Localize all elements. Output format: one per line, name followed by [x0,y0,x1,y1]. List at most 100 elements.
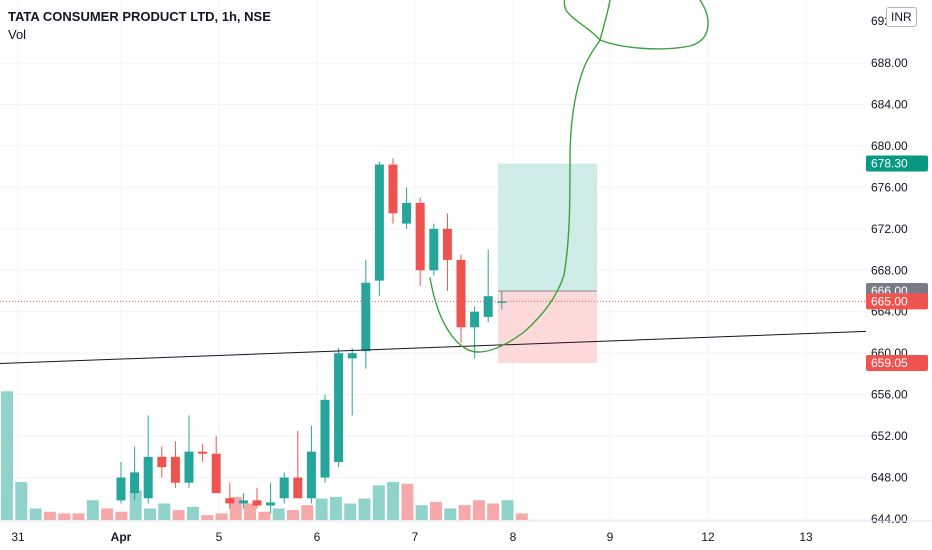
volume-bar [372,485,385,520]
price-tag-text-target: 678.30 [871,157,908,171]
price-tick-label: 672.00 [871,222,908,236]
candle-body [456,259,466,328]
candle-body [442,228,452,260]
volume-bar [430,501,442,520]
volume-bar [487,503,500,520]
volume-bar [101,508,114,520]
price-tag-target [866,155,928,172]
trend-line[interactable] [0,330,867,365]
volume-bar [186,506,199,520]
candle-body [374,164,384,281]
volume-bar [58,513,71,520]
volume-bar [72,513,85,520]
price-tick-label: 656.00 [871,388,908,402]
price-tick-label: 652.00 [871,429,908,443]
long-position-tool[interactable] [498,163,597,364]
candle-body [184,451,194,483]
volume-bars [1,391,528,520]
volume-bar [115,511,128,520]
volume-bar [301,505,314,520]
volume-legend: Vol [8,27,27,42]
volume-bar [201,515,214,520]
volume-bar [287,510,299,520]
candle-body [279,477,289,499]
volume-bar [315,498,328,520]
volume-bar [86,500,99,520]
volume-bar [172,510,185,520]
candle-body [170,456,180,483]
chart-legend: TATA CONSUMER PRODUCT LTD, 1h, NSE Vol [8,8,271,44]
volume-bar [401,483,414,520]
volume-bar [258,511,271,520]
symbol-title: TATA CONSUMER PRODUCT LTD, 1h, NSE [8,9,271,24]
volume-bar [29,508,42,520]
price-tick-label: 648.00 [871,471,908,485]
time-tick-label: 6 [314,530,321,544]
candle-body [497,301,507,303]
candle-body [320,399,330,478]
price-tick-label: 676.00 [871,180,908,194]
candle-body [116,477,126,501]
candle-body [361,282,371,352]
brush-drawing[interactable] [429,0,709,353]
price-axis-background [866,0,932,550]
volume-bar [344,503,357,520]
volume-bar [329,496,342,520]
candle-body [225,498,235,504]
time-axis-background [0,522,866,550]
volume-bar [158,503,171,520]
volume-bar [43,511,56,520]
candle-body [266,502,276,506]
price-tick-label: 688.00 [871,56,908,70]
price-tick-label: 668.00 [871,263,908,277]
volume-bar [515,513,528,520]
candle-body [198,451,208,454]
candle-body [429,228,439,271]
candle-body [306,451,316,499]
price-tag-text-last: 665.00 [871,294,908,308]
candle-body [388,164,398,214]
drawing-lines[interactable] [0,0,867,365]
time-tick-label: Apr [111,530,132,544]
volume-bar [387,482,400,520]
volume-bar [129,490,142,520]
time-tick-label: 7 [412,530,419,544]
candle-body [347,353,357,359]
time-tick-label: 13 [799,530,813,544]
volume-bar [472,500,485,520]
price-tag-text-stop: 659.05 [871,356,908,370]
candle-body [483,296,493,317]
candle-body [470,311,480,328]
time-tick-label: 9 [607,530,614,544]
price-axis[interactable]: 644.00648.00652.00656.00660.00664.00668.… [866,0,932,550]
time-tick-label: 5 [216,530,223,544]
volume-bar [144,508,156,520]
target-zone[interactable] [498,163,597,291]
currency-badge[interactable]: INR [886,7,917,27]
volume-bar [458,505,471,520]
time-tick-label: 8 [510,530,517,544]
time-tick-label: 12 [701,530,715,544]
time-tick-label: 31 [11,530,25,544]
price-tick-label: 684.00 [871,97,908,111]
volume-bar [15,482,28,520]
candle-body [130,472,140,494]
price-tick-label: 644.00 [871,512,908,526]
volume-bar [444,508,457,520]
candle-body [334,353,344,462]
volume-bar [415,505,428,520]
volume-bar [358,498,371,520]
candle-body [238,500,248,504]
price-tag-stop [866,355,928,372]
volume-bar [244,503,257,520]
candle-body [252,500,262,506]
time-axis[interactable]: 31 Apr 5 6 7 8 9 12 13 [0,520,932,550]
candle-body [157,456,167,468]
price-tick-label: 680.00 [871,139,908,153]
volume-bar [215,513,228,520]
stop-zone[interactable] [498,291,597,364]
candle-body [293,477,303,499]
candle-body [143,456,153,499]
volume-bar [501,500,514,520]
